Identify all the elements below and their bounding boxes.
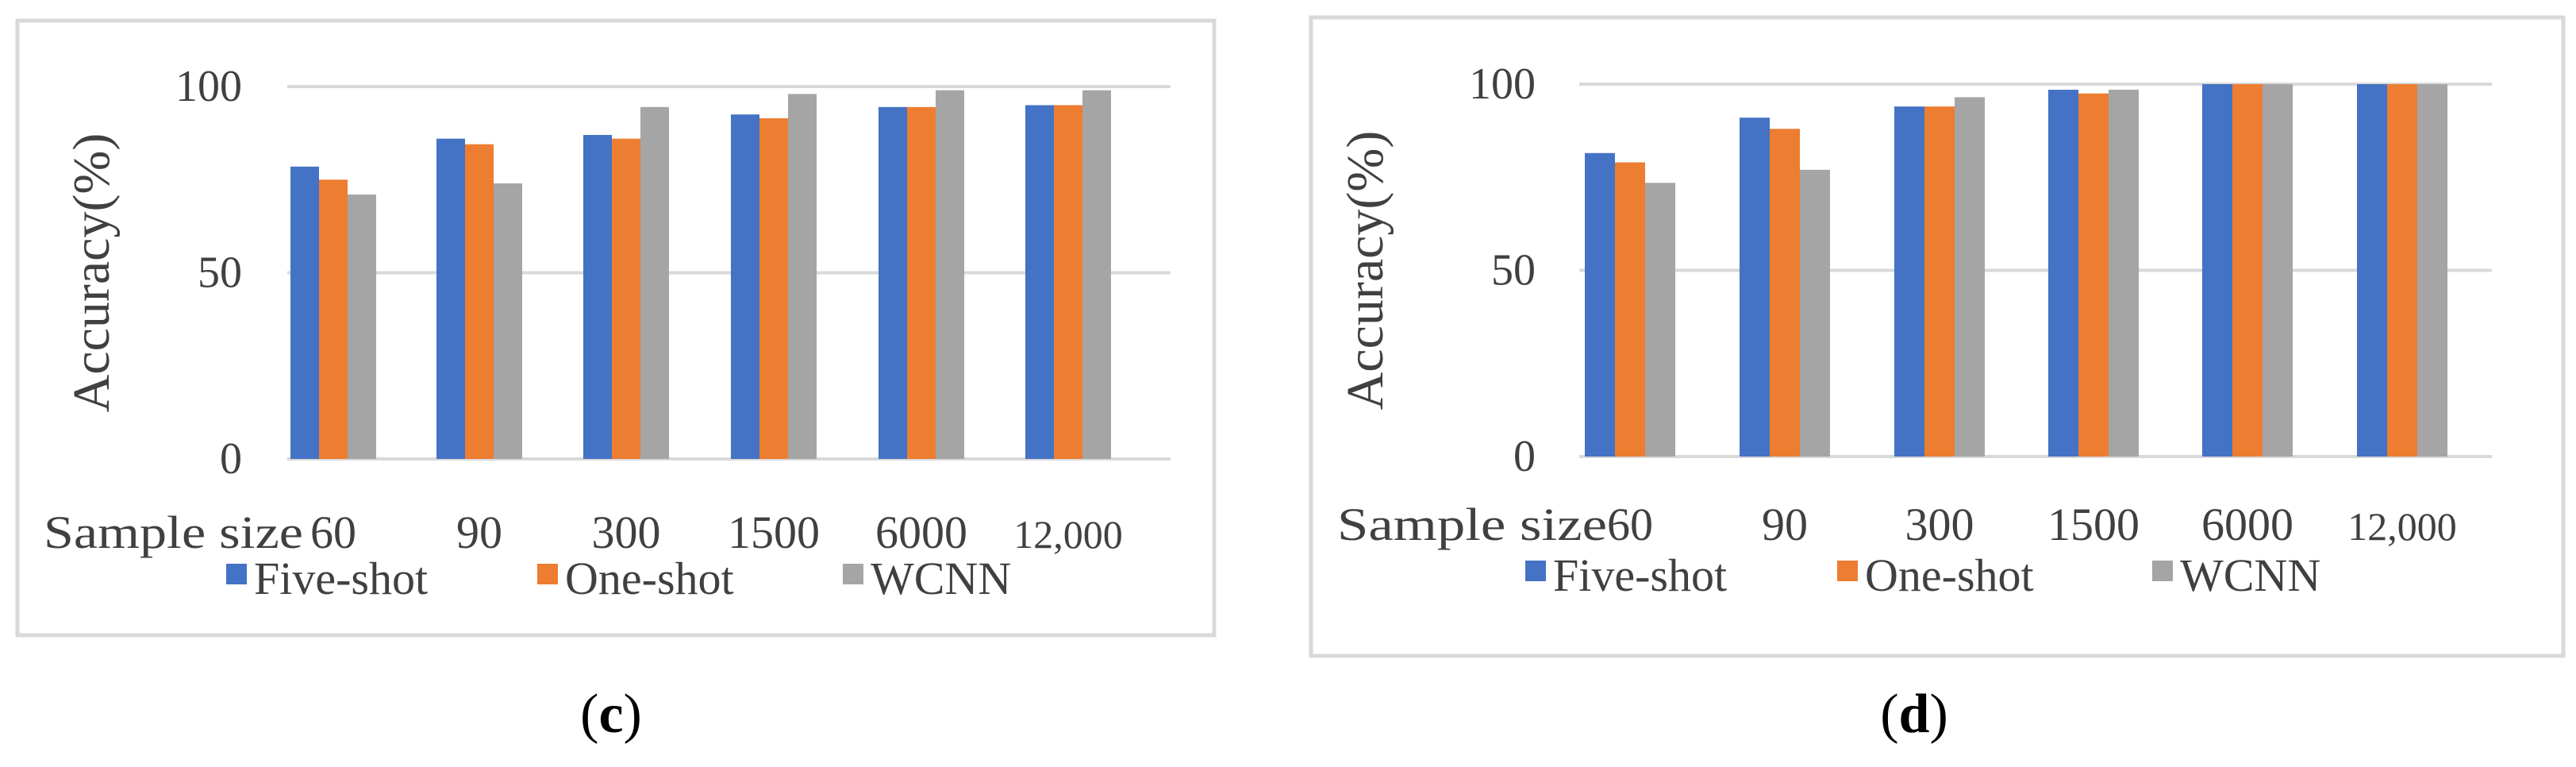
- bar-five-shot: [1025, 105, 1054, 459]
- y-tick-label: 100: [175, 62, 242, 111]
- x-tick-label: 60: [1607, 499, 1653, 550]
- bar-wcnn: [1645, 183, 1675, 457]
- panel-label: (c): [580, 684, 642, 745]
- y-tick-label: 100: [1469, 60, 1536, 109]
- legend-label: One-shot: [565, 553, 734, 604]
- legend-swatch: [537, 564, 558, 584]
- bar-five-shot: [436, 138, 465, 459]
- bar-one-shot: [465, 144, 494, 459]
- x-tick-label: 90: [456, 507, 502, 558]
- bar-one-shot: [2078, 93, 2109, 457]
- bar-one-shot: [612, 138, 640, 459]
- bar-five-shot: [1740, 118, 1770, 457]
- legend-label: WCNN: [871, 553, 1011, 604]
- y-tick-label: 0: [1513, 432, 1536, 481]
- chart-panel-d: 0 50 100 60 90 300 1500 6000 12,000 Sample size Ac…: [1309, 15, 2566, 745]
- bar-wcnn: [2109, 90, 2139, 457]
- x-tick-label: 90: [1762, 499, 1808, 550]
- bar-one-shot: [1770, 129, 1800, 457]
- legend: Five-shot One-shot WCNN: [1525, 549, 2320, 601]
- x-tick-label: 6000: [875, 507, 967, 558]
- bar-five-shot: [1585, 152, 1615, 457]
- bar-five-shot: [290, 166, 319, 459]
- x-axis-label: Sample size: [1337, 499, 1607, 550]
- x-tick-label: 1500: [728, 507, 820, 558]
- y-tick-label: 50: [1491, 246, 1536, 295]
- x-tick-label: 60: [310, 507, 356, 558]
- bar-five-shot: [2357, 84, 2387, 457]
- bar-wcnn: [1082, 90, 1111, 459]
- legend-swatch: [226, 564, 247, 584]
- bar-wcnn: [788, 94, 817, 459]
- bar-five-shot: [2048, 90, 2078, 457]
- legend-label: One-shot: [1865, 549, 2034, 601]
- legend-label: WCNN: [2180, 549, 2320, 601]
- x-tick-label: 300: [1905, 499, 1974, 550]
- bar-five-shot: [731, 114, 759, 460]
- bar-wcnn: [2263, 84, 2293, 457]
- x-tick-label: 12,000: [2347, 504, 2457, 549]
- chart-panel-c: 0 50 100 60 90 300 1500 6000 12,000 Sample size Ac…: [15, 18, 1217, 745]
- y-tick-label: 0: [220, 434, 242, 484]
- bar-one-shot: [907, 106, 936, 460]
- bar-wcnn: [1800, 169, 1830, 457]
- bar-one-shot: [1924, 106, 1955, 457]
- x-tick-label: 300: [592, 507, 661, 558]
- bar-wcnn: [1955, 97, 1985, 457]
- y-tick-label: 50: [198, 249, 242, 298]
- x-axis-label: Sample size: [44, 507, 303, 558]
- bar-five-shot: [879, 106, 907, 460]
- legend-swatch: [2152, 561, 2173, 581]
- y-axis-label: Accuracy(%): [63, 133, 121, 413]
- legend-swatch: [1837, 561, 1858, 581]
- bar-wcnn: [2417, 84, 2447, 457]
- x-tick-label: 1500: [2047, 499, 2140, 550]
- legend-label: Five-shot: [1553, 549, 1727, 601]
- bar-one-shot: [759, 118, 788, 460]
- bar-wcnn: [936, 90, 964, 459]
- bar-one-shot: [1615, 162, 1645, 457]
- bar-one-shot: [319, 179, 348, 459]
- bar-wcnn: [348, 195, 376, 459]
- bar-five-shot: [1894, 106, 1924, 457]
- legend-label: Five-shot: [254, 553, 428, 604]
- legend: Five-shot One-shot WCNN: [226, 553, 1011, 604]
- bar-wcnn: [494, 183, 522, 459]
- bar-five-shot: [583, 134, 612, 459]
- y-axis-label: Accuracy(%): [1336, 131, 1394, 410]
- bar-one-shot: [2387, 84, 2417, 457]
- legend-swatch: [1525, 561, 1546, 581]
- legend-swatch: [843, 564, 863, 584]
- x-tick-label: 12,000: [1013, 512, 1123, 557]
- panel-label: (d): [1880, 684, 1948, 745]
- x-tick-label: 6000: [2201, 499, 2293, 550]
- bar-one-shot: [2232, 84, 2263, 457]
- bar-one-shot: [1054, 105, 1082, 459]
- bar-five-shot: [2202, 84, 2232, 457]
- bar-wcnn: [640, 106, 669, 460]
